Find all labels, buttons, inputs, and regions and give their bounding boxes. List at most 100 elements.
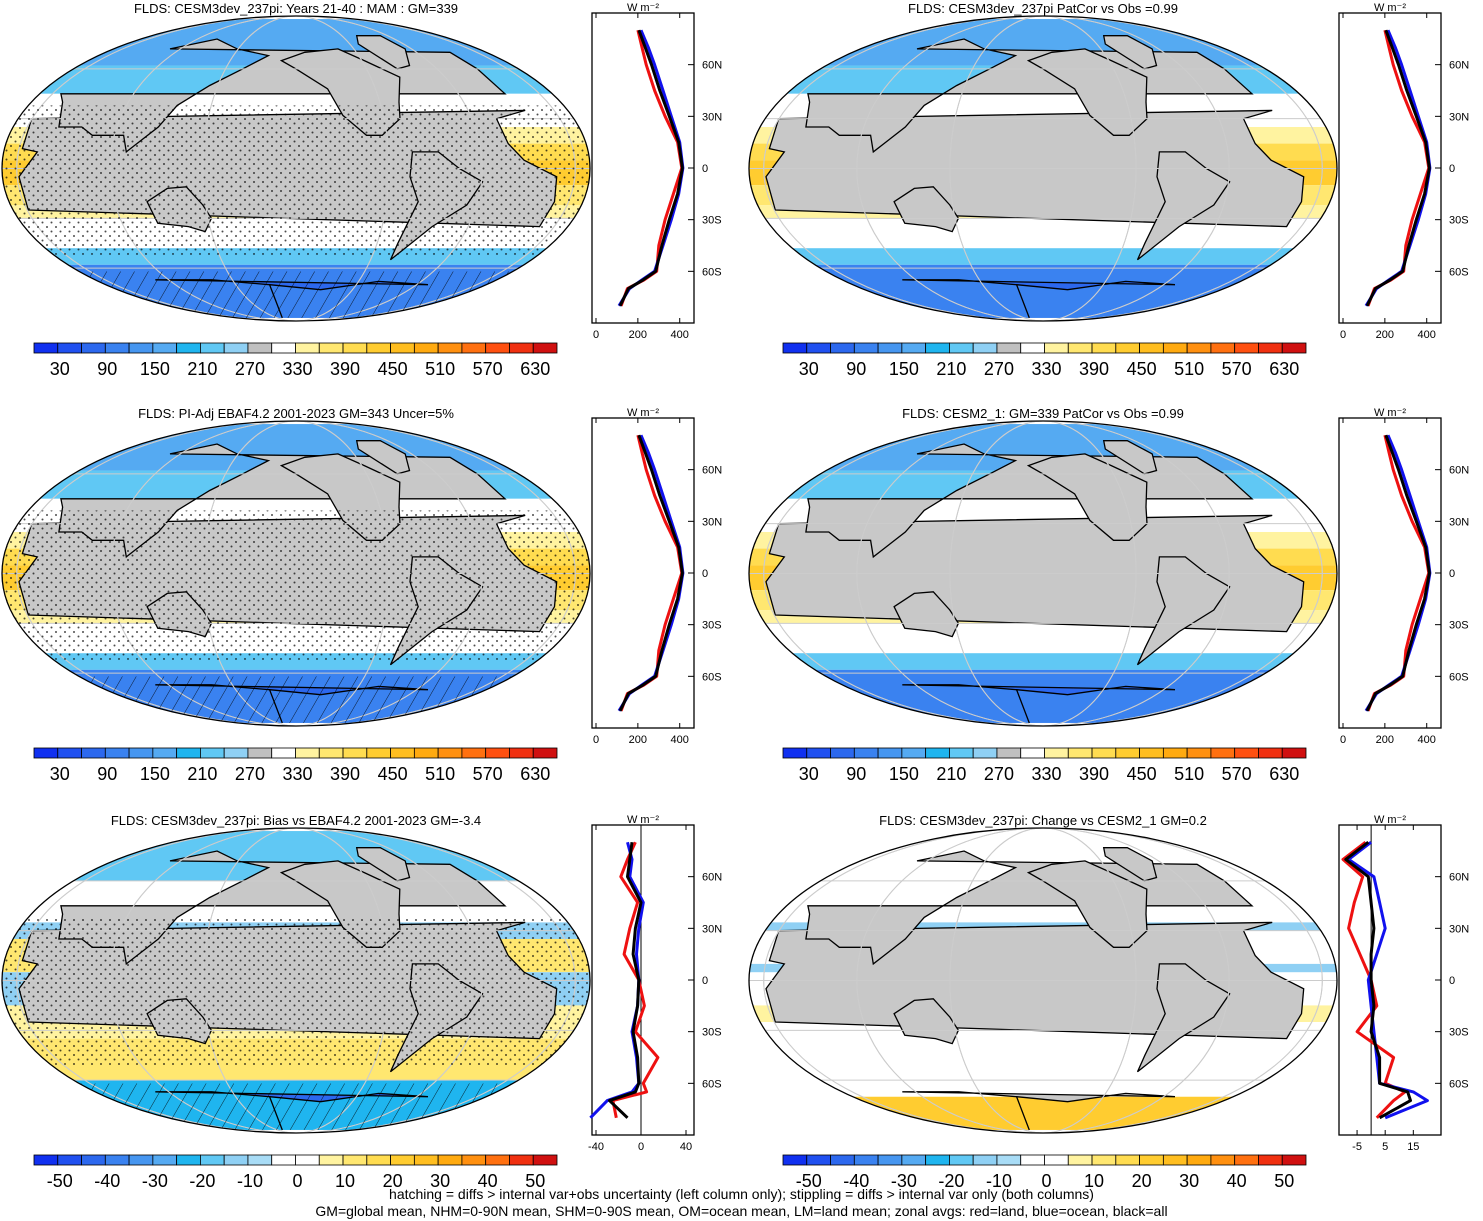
colorbar-2: 30 90 150 210 270 330 390 450 510 570 630 bbox=[782, 342, 1307, 379]
continent-1 bbox=[805, 850, 1254, 966]
lat-label: 60N bbox=[1449, 872, 1469, 884]
colorbar-swatch bbox=[1186, 1154, 1212, 1166]
colorbar-6: -50 -40 -30 -20 -10 0 10 20 30 40 50 bbox=[782, 1154, 1307, 1191]
colorbar-swatch bbox=[1234, 747, 1259, 759]
colorbar-swatch bbox=[1162, 747, 1188, 759]
colorbar-label: -20 bbox=[189, 1171, 215, 1191]
zonal-panel-2: 60N 30N 0 30S 60S 0 200 400 W m⁻² bbox=[1338, 2, 1469, 341]
colorbar-swatch bbox=[972, 1154, 998, 1166]
continent-6 bbox=[902, 279, 1176, 319]
colorbar-swatch bbox=[128, 747, 154, 759]
lat-label: 60S bbox=[702, 1078, 722, 1090]
colorbar-swatch bbox=[1210, 747, 1236, 759]
series-all bbox=[1365, 29, 1431, 307]
continent-4 bbox=[1136, 151, 1231, 261]
colorbar-swatch bbox=[128, 1154, 154, 1166]
colorbar-label: 0 bbox=[292, 1171, 302, 1191]
colorbar-swatch bbox=[223, 342, 249, 354]
zonal-frame bbox=[1338, 417, 1442, 729]
colorbar-label: 510 bbox=[1174, 764, 1204, 784]
colorbar-swatch bbox=[81, 747, 106, 759]
colorbar-swatch bbox=[782, 342, 808, 354]
colorbar-swatch bbox=[949, 342, 974, 354]
colorbar-label: -50 bbox=[796, 1171, 822, 1191]
colorbar-label: -30 bbox=[891, 1171, 917, 1191]
colorbar-swatch bbox=[806, 342, 831, 354]
colorbar-swatch bbox=[342, 1154, 368, 1166]
colorbar-swatch bbox=[806, 1154, 831, 1166]
colorbar-label: 570 bbox=[1222, 359, 1252, 379]
colorbar-swatch bbox=[247, 747, 273, 759]
colorbar-swatch bbox=[509, 1154, 534, 1166]
colorbar-swatch bbox=[413, 747, 439, 759]
colorbar-label: 450 bbox=[378, 764, 408, 784]
colorbar-swatch bbox=[532, 1154, 558, 1166]
graticule-lon bbox=[856, 16, 1230, 321]
zonal-panel-4: 60N 30N 0 30S 60S 0 200 400 W m⁻² bbox=[1338, 407, 1469, 746]
lat-label: 0 bbox=[702, 163, 708, 175]
colorbar-swatch bbox=[1210, 1154, 1236, 1166]
colorbar-label: 20 bbox=[383, 1171, 403, 1191]
southern-ocean-band bbox=[749, 248, 1337, 265]
colorbar-swatch bbox=[57, 747, 82, 759]
colorbar-swatch bbox=[1067, 747, 1093, 759]
colorbar-swatch bbox=[223, 1154, 249, 1166]
colorbar-swatch bbox=[437, 747, 463, 759]
colorbar-swatch bbox=[1139, 747, 1164, 759]
colorbar-swatch bbox=[413, 342, 439, 354]
colorbar-swatch bbox=[1139, 1154, 1164, 1166]
continent-5 bbox=[355, 847, 411, 882]
colorbar-swatch bbox=[176, 747, 201, 759]
colorbar-label: 450 bbox=[1127, 359, 1157, 379]
colorbar-5: -50 -40 -30 -20 -10 0 10 20 30 40 50 bbox=[33, 1154, 558, 1191]
map-panel-6 bbox=[748, 827, 1338, 1134]
lat-label: 60N bbox=[1449, 465, 1469, 477]
colorbar-swatch bbox=[1115, 1154, 1140, 1166]
colorbar-swatch bbox=[1044, 747, 1069, 759]
colorbar-swatch bbox=[1186, 747, 1212, 759]
colorbar-label: 510 bbox=[1174, 359, 1204, 379]
colorbar-swatch bbox=[200, 342, 225, 354]
colorbar-swatch bbox=[996, 1154, 1022, 1166]
colorbar-swatch bbox=[853, 342, 879, 354]
stippling bbox=[2, 917, 590, 1067]
x-tick-label: 0 bbox=[638, 1141, 644, 1153]
colorbar-swatch bbox=[1186, 342, 1212, 354]
zonal-panel-5: 60N 30N 0 30S 60S -40 0 40 W m⁻² bbox=[588, 814, 722, 1153]
x-tick-label: 400 bbox=[671, 329, 689, 341]
colorbar-label: 40 bbox=[478, 1171, 498, 1191]
colorbar-swatch bbox=[366, 747, 391, 759]
footer-line-2: GM=global mean, NHM=0-90N mean, SHM=0-90… bbox=[315, 1203, 1168, 1219]
lat-label: 60S bbox=[1449, 671, 1469, 683]
colorbar-swatch bbox=[437, 1154, 463, 1166]
colorbar-swatch bbox=[318, 747, 344, 759]
colorbar-swatch bbox=[877, 1154, 903, 1166]
colorbar-label: 390 bbox=[1079, 764, 1109, 784]
colorbar-swatch bbox=[1281, 342, 1307, 354]
colorbar-swatch bbox=[318, 1154, 344, 1166]
colorbar-swatch bbox=[271, 747, 296, 759]
zonal-panel-6: 60N 30N 0 30S 60S -5 5 15 W m⁻² bbox=[1338, 814, 1469, 1153]
colorbar-swatch bbox=[1281, 747, 1307, 759]
colorbar-label: -30 bbox=[142, 1171, 168, 1191]
colorbar-swatch bbox=[176, 1154, 201, 1166]
colorbar-swatch bbox=[1234, 342, 1259, 354]
colorbar-label: 150 bbox=[140, 359, 170, 379]
colorbar-swatch bbox=[57, 342, 82, 354]
zonal-frame bbox=[591, 417, 695, 729]
zonal-frame bbox=[1338, 12, 1442, 324]
continent-1 bbox=[805, 38, 1254, 154]
x-tick-label: 0 bbox=[593, 734, 599, 746]
colorbar-label: 270 bbox=[984, 764, 1014, 784]
series-land bbox=[611, 841, 660, 1119]
lat-label: 30N bbox=[702, 111, 722, 123]
colorbar-swatch bbox=[366, 1154, 391, 1166]
lat-label: 0 bbox=[702, 975, 708, 987]
colorbar-label: 210 bbox=[936, 764, 966, 784]
colorbar-label: -50 bbox=[47, 1171, 73, 1191]
colorbar-swatch bbox=[413, 1154, 439, 1166]
colorbar-swatch bbox=[509, 747, 534, 759]
colorbar-swatch bbox=[1067, 342, 1093, 354]
colorbar-swatch bbox=[485, 747, 510, 759]
colorbar-label: 210 bbox=[187, 764, 217, 784]
